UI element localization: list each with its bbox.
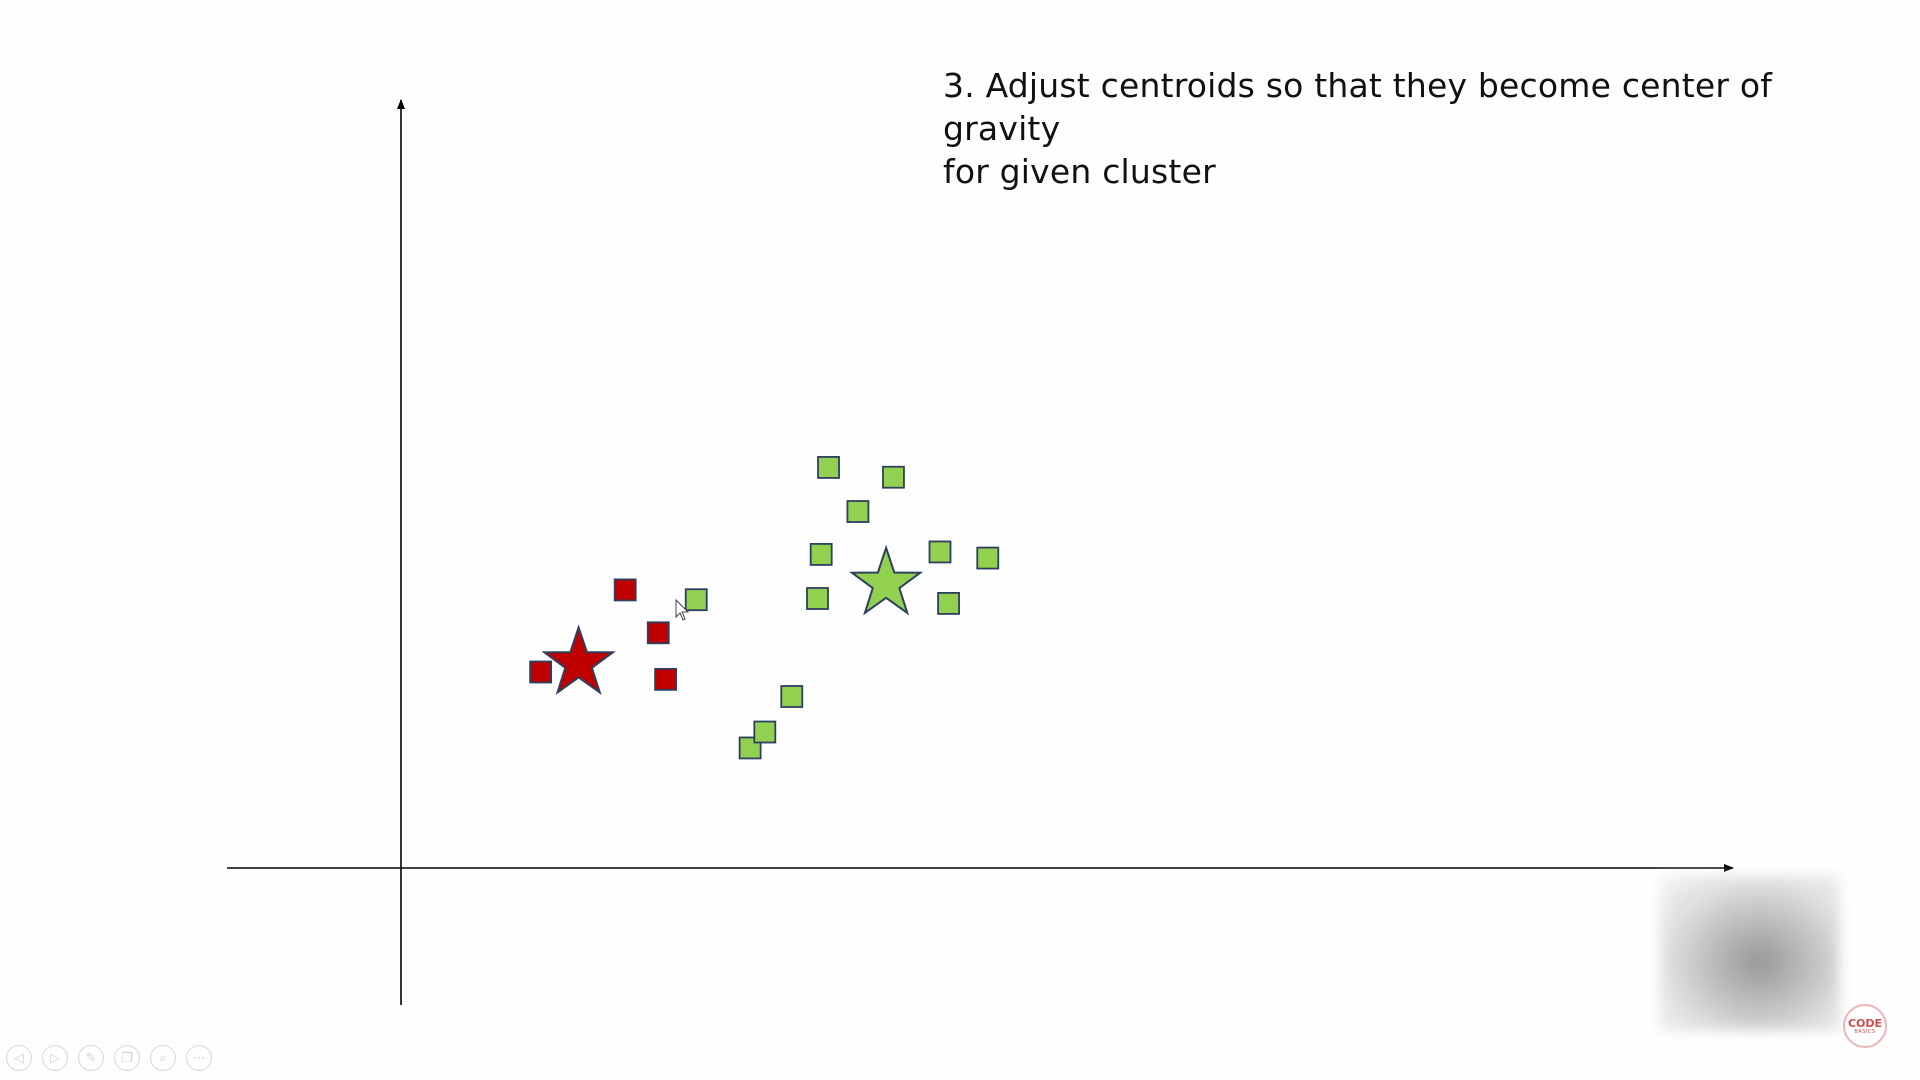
data-point [928,540,952,564]
data-point [976,546,1000,570]
slide-title: 3. Adjust centroids so that they become … [943,64,1883,193]
zoom-icon-glyph: ⌕ [159,1050,167,1066]
centroid-star [848,544,924,616]
data-point [529,660,553,684]
data-point [806,587,829,610]
zoom-icon[interactable]: ⌕ [150,1045,176,1071]
next-icon-glyph: ▷ [50,1050,60,1066]
data-point [846,500,870,523]
logo-subtext: BASICS [1854,1028,1876,1035]
data-point [753,720,777,744]
previous-icon[interactable]: ◁ [6,1045,32,1071]
data-point [684,588,708,612]
previous-icon-glyph: ◁ [14,1050,24,1066]
more-icon[interactable]: ⋯ [186,1045,212,1071]
webcam-overlay [1660,876,1840,1031]
codebasics-logo: CODE BASICS [1843,1004,1887,1048]
data-point [882,465,905,489]
slides-icon[interactable]: ❐ [114,1045,140,1071]
slides-icon-glyph: ❐ [121,1050,133,1066]
data-point [937,592,960,615]
centroid-star [541,624,616,696]
data-point [809,543,833,566]
logo-text: CODE [1847,1016,1883,1030]
pen-icon[interactable]: ✎ [78,1045,104,1071]
more-icon-glyph: ⋯ [192,1050,206,1066]
data-points [529,456,1000,760]
slide-title-line-2: for given cluster [943,152,1216,191]
pen-icon-glyph: ✎ [85,1050,97,1066]
data-point [780,685,804,708]
data-point [646,621,670,645]
data-point [654,667,677,691]
data-point [613,578,637,602]
next-icon[interactable]: ▷ [42,1045,68,1071]
mouse-cursor-icon [675,598,690,621]
data-point [817,456,840,479]
presentation-toolbar: ◁ ▷ ✎ ❐ ⌕ ⋯ [6,1045,212,1077]
slide-title-line-1: 3. Adjust centroids so that they become … [943,66,1773,148]
